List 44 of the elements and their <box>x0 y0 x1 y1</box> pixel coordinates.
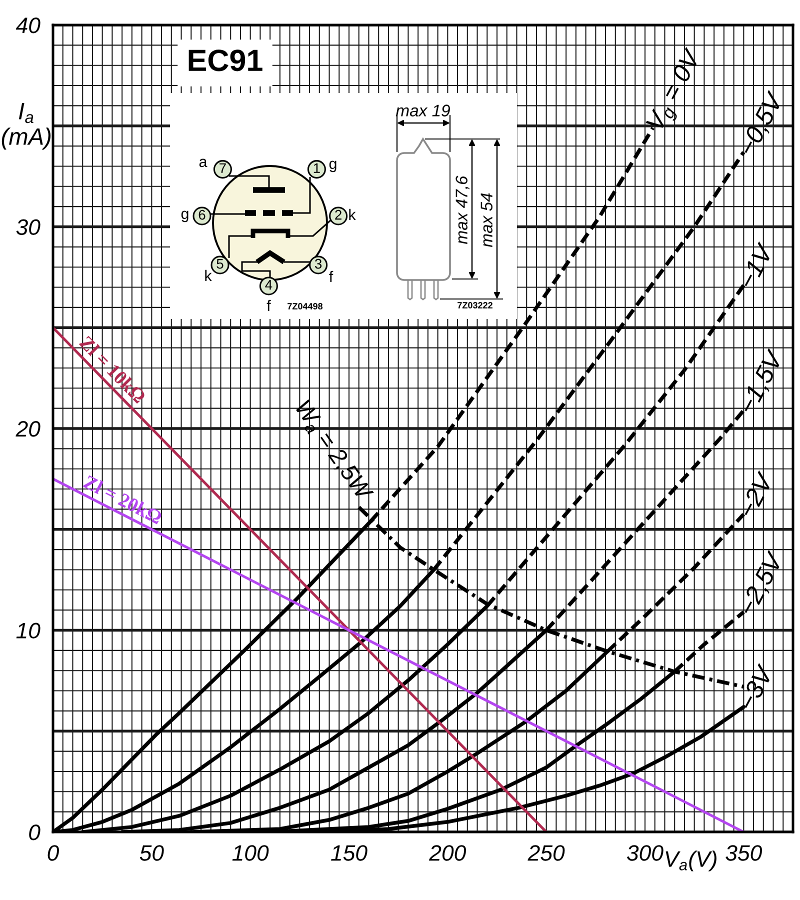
annotation: 6 <box>198 210 206 220</box>
text: −3V <box>737 662 774 712</box>
x-tick-label: 200 <box>429 845 466 861</box>
x-tick-label: 300 <box>626 845 664 861</box>
x-tick-label: 50 <box>140 845 164 861</box>
text: −2,5V <box>737 550 787 618</box>
annotation: 7Z03222 <box>458 302 492 308</box>
text: EC91 <box>188 50 262 72</box>
x-tick-label: 0 <box>48 845 59 861</box>
text: V$_{g}$ = 0V <box>646 46 708 135</box>
text: −1V <box>738 241 774 290</box>
x-tick-label: 100 <box>232 845 269 861</box>
x-tick-label: 250 <box>528 845 565 861</box>
x-tick-label: 350 <box>726 845 762 861</box>
y-tick-label: 30 <box>16 219 40 236</box>
annotation: 1 <box>314 163 320 173</box>
text: −2V <box>737 470 774 519</box>
annotation: 4 <box>265 280 272 290</box>
annotation: a <box>199 158 208 168</box>
annotation: 3 <box>314 258 322 269</box>
annotation: k <box>349 208 356 220</box>
annotation: 7 <box>220 163 226 173</box>
y-tick-label: 20 <box>16 421 40 437</box>
annotation: f <box>329 270 334 282</box>
y-axis-title: I$_{a}$ (mA) <box>2 102 51 150</box>
text: −0,5V <box>737 90 787 158</box>
text: −1,5V <box>738 348 787 416</box>
x-axis-title: V$_{a}$(V) <box>666 850 716 872</box>
annotation: g <box>181 210 188 222</box>
y-tick-label: 40 <box>16 18 40 34</box>
annotation: f <box>266 300 271 311</box>
text: W$_{a}$ = 2,5W <box>292 399 374 504</box>
y-tick-label: 0 <box>29 824 40 840</box>
annotation: max 54 <box>480 193 492 248</box>
annotation: g <box>329 160 336 172</box>
annotation: 2 <box>335 210 342 220</box>
text: Zl = 20kΩ <box>82 474 164 525</box>
annotation: k <box>205 270 212 281</box>
annotation: max 19 <box>396 104 450 116</box>
x-tick-label: 150 <box>331 845 368 861</box>
annotation: 5 <box>216 259 224 269</box>
annotation: 7Z04498 <box>288 303 323 310</box>
y-tick-label: 10 <box>16 622 40 639</box>
annotation: max 47,6 <box>456 176 470 244</box>
